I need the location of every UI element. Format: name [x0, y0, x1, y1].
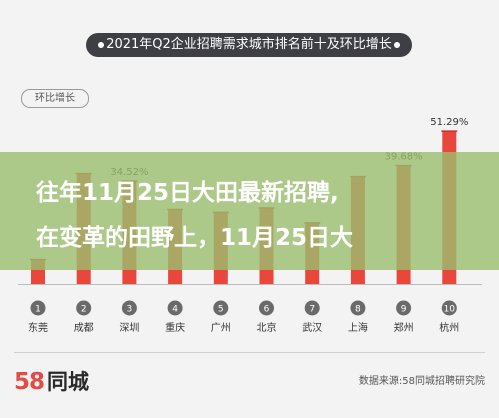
city-label-10: 杭州: [439, 321, 459, 334]
headline-overlay: [0, 152, 499, 270]
58-tongcheng-logo: 58 同城: [14, 366, 89, 395]
data-label-10: 51.29%: [430, 117, 468, 128]
rank-badge-2: [76, 300, 92, 316]
rank-badge-6: [259, 300, 274, 316]
data-source: 数据来源:58同城招聘研究院: [358, 376, 485, 387]
logo-text: 同城: [47, 370, 90, 394]
city-label-9: 郑州: [394, 321, 414, 334]
rank-number-5: 5: [218, 305, 224, 315]
chart-title: 2021年Q2企业招聘需求城市排名前十及环比增长: [86, 33, 412, 57]
rank-badge-5: [213, 300, 229, 316]
city-label-1: 东莞: [28, 321, 48, 334]
city-label-8: 上海: [348, 321, 368, 334]
y-axis-label: 环比增长: [21, 89, 89, 108]
rank-number-2: 2: [81, 305, 87, 315]
rank-badge-4: [167, 300, 183, 316]
city-label-3: 深圳: [119, 322, 139, 334]
logo-number: 58: [14, 369, 45, 395]
rank-number-1: 1: [35, 305, 41, 315]
city-label-2: 成都: [74, 322, 94, 334]
city-label-7: 武汉: [302, 321, 322, 334]
headline-line-2: 在变革的田野上，11月25日大: [36, 225, 354, 251]
rank-number-3: 3: [127, 305, 133, 315]
rank-badge-7: [304, 300, 320, 316]
rank-number-4: 4: [172, 305, 178, 315]
city-label-5: 广州: [211, 322, 231, 334]
rank-number-9: 9: [401, 305, 407, 315]
rank-badge-3: [121, 300, 137, 316]
rank-badge-9: [396, 300, 412, 316]
rank-number-10: 10: [444, 305, 456, 315]
headline-line-1: 往年11月25日大田最新招聘,: [36, 180, 339, 206]
rank-number-7: 7: [309, 305, 315, 315]
rank-badge-10: [441, 300, 457, 316]
rank-number-6: 6: [264, 305, 270, 315]
rank-badge-1: [30, 300, 46, 316]
city-label-4: 重庆: [165, 321, 185, 334]
city-label-6: 北京: [257, 321, 277, 334]
rank-badge-8: [350, 300, 366, 316]
rank-number-8: 8: [355, 305, 361, 315]
